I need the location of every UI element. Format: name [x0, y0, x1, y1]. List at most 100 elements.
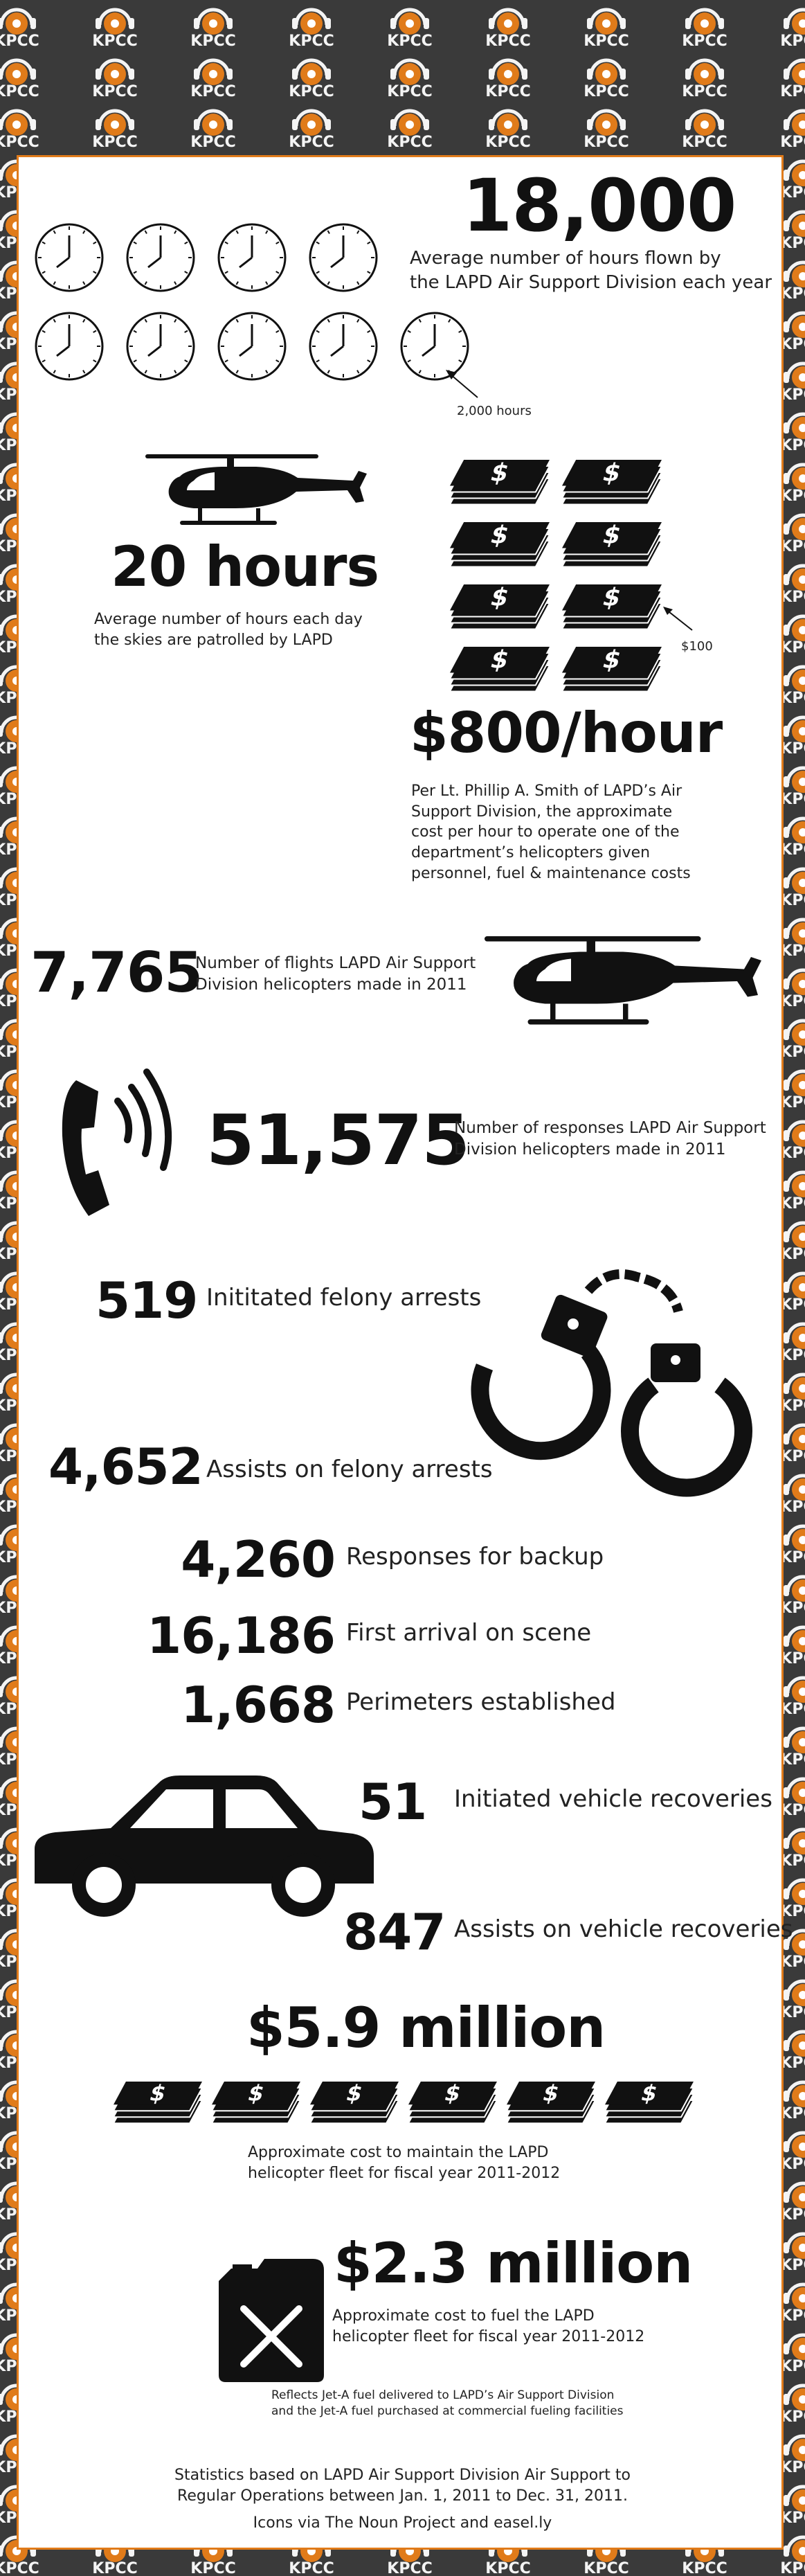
- kpcc-logo-text: KPCC: [0, 2560, 39, 2576]
- kpcc-logo-text: KPCC: [682, 33, 727, 50]
- money-stack-icon: $: [449, 582, 551, 630]
- kpcc-logo-text: KPCC: [780, 2004, 805, 2021]
- kpcc-logo-text: KPCC: [780, 488, 805, 505]
- kpcc-logo-text: KPCC: [780, 1701, 805, 1718]
- kpcc-logo-icon: KPCC: [289, 58, 334, 100]
- kpcc-logo-icon: KPCC: [780, 766, 805, 808]
- kpcc-logo-icon: KPCC: [780, 1676, 805, 1718]
- kpcc-logo-text: KPCC: [780, 1499, 805, 1516]
- kpcc-logo-text: KPCC: [780, 2257, 805, 2274]
- kpcc-logo-text: KPCC: [780, 1347, 805, 1364]
- kpcc-logo-text: KPCC: [780, 336, 805, 353]
- kpcc-logo-text: KPCC: [190, 2560, 235, 2576]
- kpcc-logo-text: KPCC: [780, 1145, 805, 1162]
- kpcc-logo-text: KPCC: [780, 2055, 805, 2072]
- clock-icon: [126, 223, 195, 292]
- kpcc-logo-text: KPCC: [485, 33, 530, 50]
- maintenance-description: Approximate cost to maintain the LAPD he…: [248, 2143, 560, 2183]
- kpcc-logo-icon: KPCC: [780, 1170, 805, 1213]
- operation-label: Responses for backup: [346, 1543, 604, 1571]
- cost-per-hour-value: $800/hour: [410, 701, 723, 765]
- kpcc-logo-icon: KPCC: [780, 1120, 805, 1162]
- fuel-desc-line2: helicopter fleet for fiscal year 2011-20…: [332, 2327, 645, 2345]
- kpcc-logo-icon: KPCC: [780, 109, 805, 151]
- operation-value: 1,668: [181, 1676, 336, 1734]
- helicopter-icon: [485, 936, 761, 1025]
- kpcc-logo-icon: KPCC: [780, 715, 805, 758]
- money-stack-icon: $: [561, 520, 663, 568]
- kpcc-logo-text: KPCC: [780, 2560, 805, 2576]
- kpcc-logo-icon: KPCC: [0, 58, 39, 100]
- kpcc-logo-icon: KPCC: [780, 1221, 805, 1263]
- kpcc-logo-icon: KPCC: [190, 58, 236, 100]
- kpcc-logo-text: KPCC: [387, 83, 432, 100]
- kpcc-logo-icon: KPCC: [780, 1069, 805, 1111]
- kpcc-logo-icon: KPCC: [780, 918, 805, 960]
- money-stack-icon: $: [210, 2080, 302, 2125]
- clock-icon: [35, 223, 104, 292]
- money-note: $100: [681, 639, 713, 654]
- money-stack-icon: $: [505, 2080, 597, 2125]
- kpcc-logo-icon: KPCC: [780, 1271, 805, 1314]
- kpcc-logo-text: KPCC: [780, 1397, 805, 1415]
- kpcc-logo-icon: KPCC: [780, 2030, 805, 2072]
- kpcc-logo-icon: KPCC: [780, 260, 805, 303]
- kpcc-logo-text: KPCC: [780, 184, 805, 202]
- kpcc-logo-icon: KPCC: [0, 8, 39, 50]
- kpcc-logo-text: KPCC: [780, 235, 805, 252]
- kpcc-logo-icon: KPCC: [780, 58, 805, 100]
- kpcc-logo-text: KPCC: [780, 2408, 805, 2426]
- money-stack-icon: $: [561, 458, 663, 506]
- kpcc-logo-text: KPCC: [387, 2560, 432, 2576]
- kpcc-logo-text: KPCC: [387, 134, 432, 151]
- kpcc-logo-icon: KPCC: [682, 8, 727, 50]
- cost-desc-line: department’s helicopters given: [411, 844, 651, 862]
- kpcc-logo-text: KPCC: [780, 2510, 805, 2527]
- kpcc-logo-text: KPCC: [780, 1195, 805, 1213]
- kpcc-logo-text: KPCC: [780, 285, 805, 303]
- felony-initiated-value: 519: [96, 1271, 198, 1330]
- kpcc-logo-icon: KPCC: [780, 1322, 805, 1364]
- kpcc-logo-icon: KPCC: [780, 361, 805, 404]
- kpcc-logo-icon: KPCC: [780, 2080, 805, 2122]
- kpcc-logo-icon: KPCC: [780, 1726, 805, 1769]
- phone-icon: [62, 1068, 172, 1216]
- responses-description: Number of responses LAPD Air Support Div…: [454, 1118, 766, 1161]
- cost-desc-line: cost per hour to operate one of the: [411, 823, 680, 841]
- footer-line1: Statistics based on LAPD Air Support Div…: [174, 2467, 631, 2484]
- flights-value: 7,765: [30, 940, 203, 1005]
- kpcc-logo-text: KPCC: [780, 639, 805, 656]
- footer-credits: Icons via The Noun Project and easel.ly: [253, 2514, 552, 2532]
- kpcc-logo-text: KPCC: [92, 2560, 137, 2576]
- kpcc-logo-text: KPCC: [780, 740, 805, 758]
- fuel-desc-line1: Approximate cost to fuel the LAPD: [332, 2307, 595, 2325]
- kpcc-logo-text: KPCC: [780, 1903, 805, 1920]
- kpcc-logo-icon: KPCC: [780, 2282, 805, 2325]
- kpcc-logo-text: KPCC: [190, 83, 235, 100]
- kpcc-logo-text: KPCC: [289, 83, 334, 100]
- kpcc-logo-text: KPCC: [780, 2459, 805, 2476]
- kpcc-logo-icon: KPCC: [780, 1372, 805, 1415]
- helicopter-icon: [145, 454, 368, 525]
- handcuffs-icon: [471, 1269, 752, 1497]
- kpcc-logo-icon: KPCC: [780, 2131, 805, 2173]
- fuel-note-line2: and the Jet-A fuel purchased at commerci…: [271, 2404, 624, 2418]
- kpcc-logo-text: KPCC: [289, 2560, 334, 2576]
- kpcc-logo-icon: KPCC: [780, 614, 805, 656]
- kpcc-logo-text: KPCC: [92, 83, 137, 100]
- vehicle-initiated-value: 51: [359, 1773, 427, 1831]
- kpcc-logo-text: KPCC: [780, 1296, 805, 1314]
- kpcc-logo-text: KPCC: [584, 83, 628, 100]
- kpcc-logo-text: KPCC: [780, 1094, 805, 1111]
- maintenance-desc-line1: Approximate cost to maintain the LAPD: [248, 2144, 549, 2161]
- felony-assists-label: Assists on felony arrests: [206, 1456, 493, 1483]
- clock-icon: [35, 312, 104, 381]
- kpcc-logo-icon: KPCC: [387, 58, 433, 100]
- kpcc-logo-icon: KPCC: [682, 109, 727, 151]
- kpcc-logo-text: KPCC: [190, 33, 235, 50]
- kpcc-logo-icon: KPCC: [780, 210, 805, 252]
- kpcc-logo-icon: KPCC: [780, 564, 805, 606]
- kpcc-logo-text: KPCC: [387, 33, 432, 50]
- kpcc-logo-text: KPCC: [780, 1751, 805, 1769]
- kpcc-logo-icon: KPCC: [485, 8, 531, 50]
